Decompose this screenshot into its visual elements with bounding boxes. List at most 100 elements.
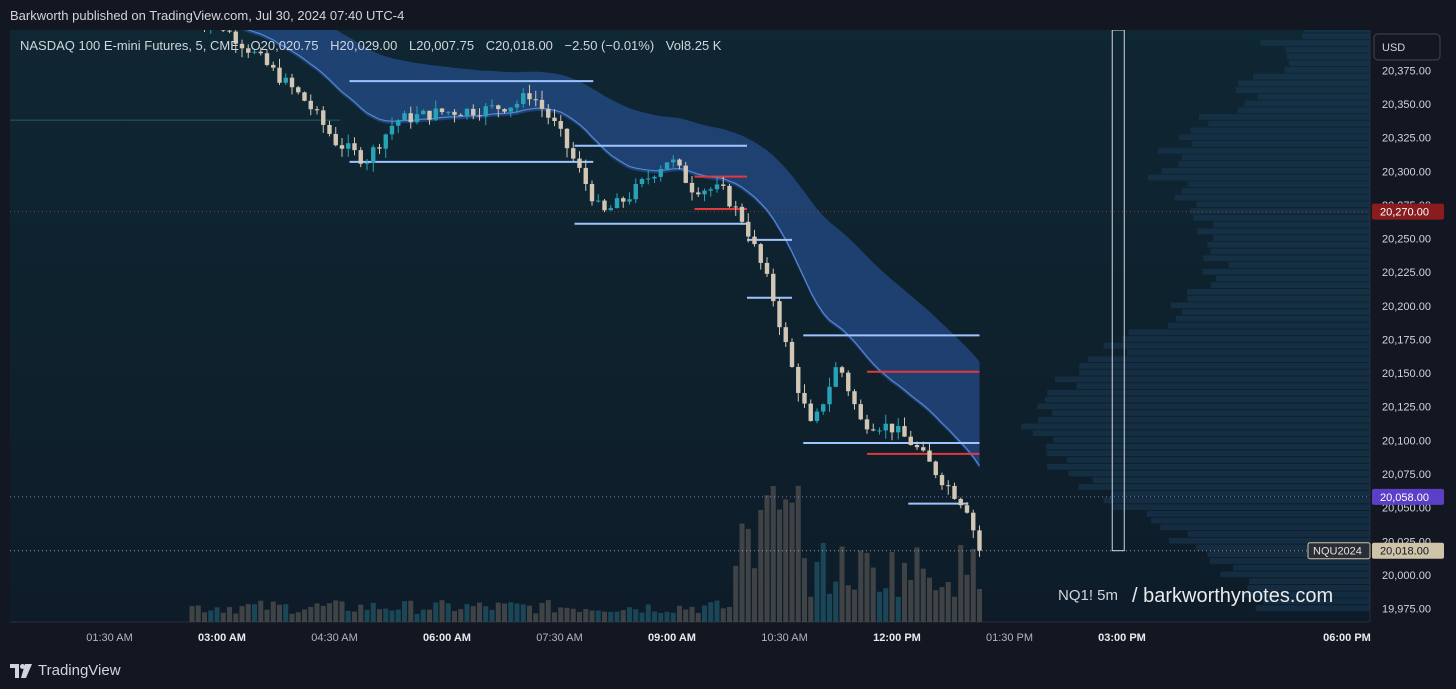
- currency-button[interactable]: USD: [1373, 33, 1441, 61]
- candle-body: [271, 64, 276, 68]
- price-tick-label: 20,225.00: [1382, 267, 1431, 279]
- volume-profile-bar: [1216, 275, 1370, 282]
- session-marker: [1111, 29, 1125, 552]
- volume-profile-bar: [1032, 430, 1370, 436]
- price-tick-label: 20,200.00: [1382, 301, 1431, 313]
- candle-body: [364, 162, 370, 164]
- candle-body: [483, 106, 488, 117]
- candle-body: [583, 167, 588, 184]
- volume-bar: [327, 603, 332, 622]
- legend-change: −2.50 (−0.01%): [565, 38, 655, 53]
- volume-bar: [608, 611, 614, 622]
- time-tick-label: 07:30 AM: [536, 632, 582, 644]
- candle-body: [239, 43, 245, 49]
- volume-bar: [677, 605, 682, 622]
- volume-bar: [439, 600, 445, 622]
- volume-bar: [477, 602, 482, 622]
- price-tick-label: 20,125.00: [1382, 402, 1431, 414]
- volume-profile-bar: [1249, 578, 1370, 584]
- candle-body: [458, 114, 463, 116]
- volume-bar: [814, 561, 820, 622]
- price-badge-bg: [1372, 488, 1444, 505]
- volume-bar: [258, 600, 264, 622]
- price-tick-label: 20,100.00: [1382, 435, 1431, 447]
- candle-body: [864, 419, 870, 430]
- candle-body: [627, 199, 632, 202]
- candle-body: [664, 162, 670, 170]
- volume-profile-bar: [1046, 450, 1370, 457]
- candle-body: [452, 111, 457, 115]
- tradingview-brand: TradingView: [38, 662, 121, 679]
- volume-bar: [727, 606, 732, 622]
- volume-bar: [858, 550, 864, 622]
- volume-profile-bar: [1242, 591, 1370, 598]
- volume-bar: [970, 548, 976, 622]
- price-tick-label: 20,050.00: [1382, 503, 1431, 515]
- price-tick-label: 20,175.00: [1382, 334, 1431, 346]
- candle-body: [739, 206, 745, 222]
- price-badge-bg: [1372, 542, 1444, 559]
- symbol-tag-label: NQU2024: [1313, 546, 1362, 558]
- volume-bar: [333, 600, 339, 622]
- volume-bar: [408, 600, 414, 622]
- volume-bar: [802, 558, 807, 622]
- volume-profile-bar: [1257, 93, 1370, 100]
- tradingview-logo[interactable]: TradingView: [10, 662, 121, 679]
- volume-bar: [839, 546, 845, 622]
- volume-bar: [364, 609, 370, 622]
- volume-bar: [683, 609, 689, 622]
- volume-bar: [977, 588, 982, 622]
- volume-bar: [508, 602, 514, 622]
- volume-profile-bar: [1197, 228, 1370, 235]
- candle-body: [246, 48, 251, 53]
- volume-profile-bar: [1170, 302, 1370, 309]
- volume-profile-bar: [1203, 255, 1370, 262]
- volume-profile-bar: [1160, 524, 1370, 531]
- candle-body: [233, 31, 238, 44]
- volume-profile-bar: [1187, 289, 1370, 295]
- candle-body: [802, 392, 807, 404]
- candle-body: [433, 108, 438, 120]
- volume-bar: [845, 585, 851, 622]
- legend-high: 20,029.00: [340, 38, 398, 53]
- price-lines: [10, 119, 1370, 552]
- candle-body: [496, 105, 501, 110]
- price-chart[interactable]: NASDAQ 100 E-mini Futures, 5, CME O20,02…: [10, 0, 1446, 652]
- candle-body: [971, 512, 976, 531]
- candle-body: [827, 386, 832, 405]
- time-tick-label: 12:00 PM: [873, 632, 921, 644]
- volume-bar: [558, 607, 564, 622]
- chart-area[interactable]: NASDAQ 100 E-mini Futures, 5, CME O20,02…: [10, 0, 1446, 652]
- legend-o-label: O: [251, 38, 261, 53]
- svg-text:NASDAQ 100 E-mini Futures, 5,: NASDAQ 100 E-mini Futures, 5, CME O20,02…: [20, 38, 722, 53]
- price-tick-label: 20,300.00: [1382, 166, 1431, 178]
- candle-body: [414, 114, 420, 123]
- volume-bar: [739, 523, 745, 622]
- volume-bar: [252, 604, 257, 622]
- volume-profile-bar: [1020, 423, 1370, 430]
- watermark-timeframe: NQ1! 5m: [1058, 587, 1118, 604]
- legend-volume: 8.25 K: [684, 38, 722, 53]
- volume-bar: [764, 495, 770, 622]
- volume-profile-bar: [1235, 87, 1370, 93]
- candle-body: [296, 87, 301, 93]
- volume-bar: [277, 604, 282, 622]
- volume-profile-bar: [1207, 241, 1370, 248]
- candle-body: [727, 185, 732, 207]
- time-axis-pane: [10, 622, 1446, 652]
- volume-bar: [345, 610, 351, 622]
- volume-bar: [695, 612, 701, 622]
- volume-bar: [833, 581, 839, 622]
- candle-body: [652, 176, 657, 179]
- candle-body: [389, 125, 395, 135]
- candle-body: [358, 150, 363, 164]
- volume-bar: [770, 486, 776, 622]
- volume-bar: [545, 600, 551, 622]
- volume-profile-bar: [1288, 60, 1370, 66]
- volume-bar: [483, 606, 489, 622]
- volume-bar: [958, 545, 964, 622]
- price-tick-label: 20,075.00: [1382, 469, 1431, 481]
- time-tick-label: 06:00 AM: [423, 632, 471, 644]
- volume-profile-bar: [1054, 376, 1370, 383]
- candle-body: [258, 51, 263, 54]
